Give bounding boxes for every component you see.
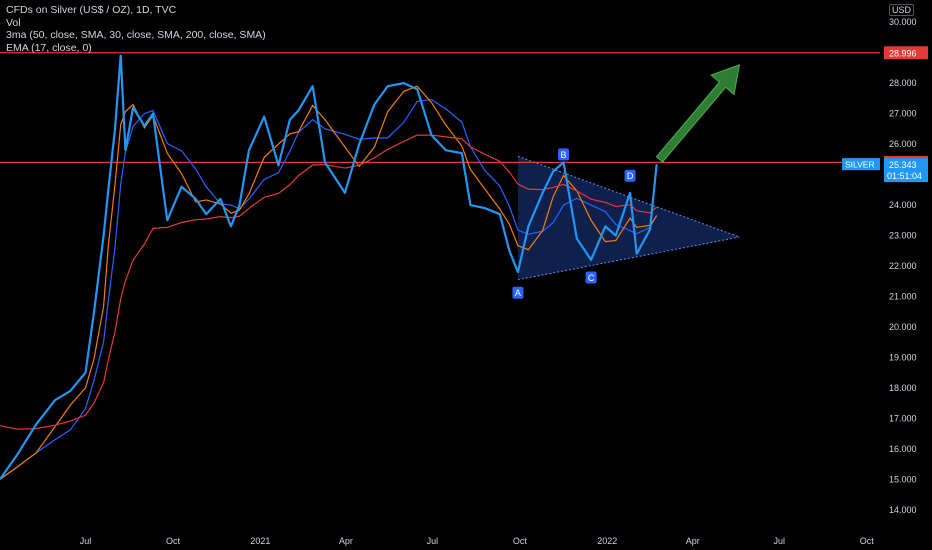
y-tick-label: 28.000 — [889, 78, 917, 88]
y-tick-label: 15.000 — [889, 474, 917, 484]
legend-ema: EMA (17, close, 0) — [6, 41, 92, 54]
y-tick-label: 22.000 — [889, 261, 917, 271]
pattern-point-b — [558, 148, 570, 161]
last-price-value: 25.343 — [889, 160, 917, 170]
x-tick-label: Jul — [427, 536, 439, 546]
sma-50-line — [0, 98, 658, 480]
price-line — [0, 54, 658, 480]
x-tick-label: Jul — [80, 536, 92, 546]
x-tick-label: Oct — [513, 536, 528, 546]
sma-200-line — [0, 134, 658, 430]
series-layer — [0, 54, 658, 480]
arrow-layer — [655, 64, 740, 163]
currency-button[interactable]: USD — [889, 4, 915, 16]
y-tick-label: 21.000 — [889, 291, 917, 301]
x-tick-label: Oct — [166, 536, 181, 546]
pattern-label-c: C — [588, 273, 595, 283]
y-tick-label: 16.000 — [889, 444, 917, 454]
y-axis: 30.00029.00028.00027.00026.00025.00024.0… — [889, 17, 917, 515]
pattern-point-d — [624, 169, 636, 182]
pattern-label-d: D — [627, 171, 634, 181]
pattern-markers-layer: A B C D — [512, 148, 636, 299]
x-tick-label: Jul — [774, 536, 786, 546]
legend-vol: Vol — [6, 16, 21, 29]
y-tick-label: 30.000 — [889, 17, 917, 27]
x-tick-label: 2021 — [250, 536, 270, 546]
chart-legend: CFDs on Silver (US$ / OZ), 1D, TVC Vol 3… — [6, 4, 266, 54]
x-tick-label: 2022 — [597, 536, 617, 546]
y-tick-label: 20.000 — [889, 322, 917, 332]
legend-ma3: 3ma (50, close, SMA, 30, close, SMA, 200… — [6, 29, 266, 41]
y-tick-label: 19.000 — [889, 352, 917, 362]
pattern-label-a: A — [515, 288, 521, 298]
y-tick-label: 23.000 — [889, 231, 917, 241]
bullish-arrow — [655, 64, 740, 163]
y-tick-label: 26.000 — [889, 139, 917, 149]
x-tick-label: Oct — [860, 536, 875, 546]
pattern-point-c — [585, 271, 597, 284]
pattern-label-b: B — [561, 150, 567, 160]
legend-title: CFDs on Silver (US$ / OZ), 1D, TVC — [6, 4, 177, 16]
x-axis: Jul Oct 2021 Apr Jul Oct 2022 Apr Jul Oct — [80, 536, 874, 546]
pattern-point-a — [512, 286, 524, 299]
sma-30-line — [0, 85, 658, 480]
price-tag-28.996: 28.996 — [889, 48, 917, 58]
symbol-tag-bg — [842, 158, 880, 171]
y-tick-label: 27.000 — [889, 109, 917, 119]
x-tick-label: Apr — [339, 536, 353, 546]
price-tag-bg-28.996 — [884, 46, 928, 60]
x-tick-label: Apr — [686, 536, 700, 546]
y-tick-label: 17.000 — [889, 413, 917, 423]
last-price-tag-bg — [884, 158, 928, 183]
symbol-tag: SILVER — [845, 160, 875, 170]
triangle-lower-edge — [517, 236, 740, 281]
y-tick-label: 18.000 — [889, 383, 917, 393]
bar-countdown: 01:51:04 — [887, 171, 922, 181]
y-tick-label: 14.000 — [889, 505, 917, 515]
y-tick-label: 24.000 — [889, 200, 917, 210]
horizontal-lines-layer — [0, 52, 880, 163]
